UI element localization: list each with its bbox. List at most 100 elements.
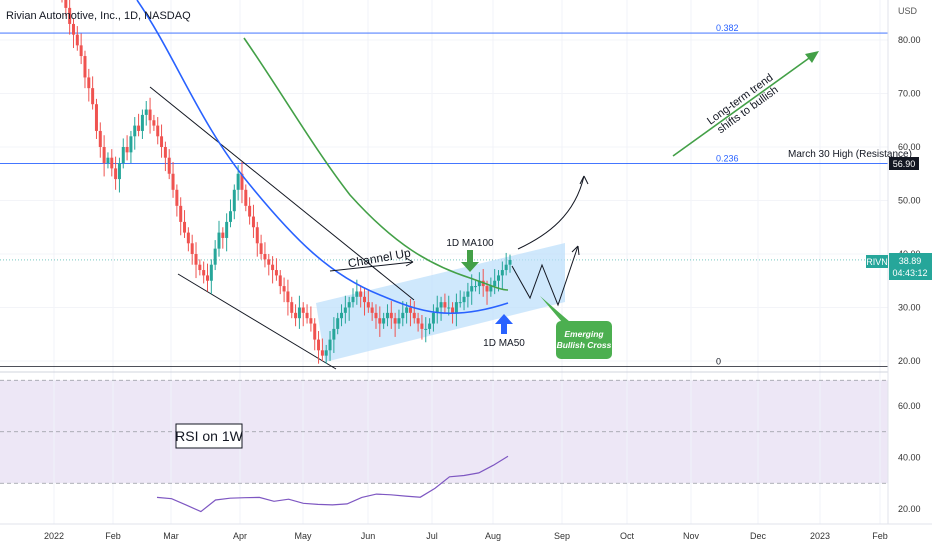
candle-body bbox=[362, 296, 366, 303]
x-tick-label: Dec bbox=[750, 531, 767, 541]
candle-body bbox=[447, 307, 451, 309]
candle-body bbox=[466, 291, 470, 297]
candle-body bbox=[133, 125, 137, 137]
candle-body bbox=[274, 270, 278, 276]
candle-body bbox=[106, 157, 110, 164]
candle-body bbox=[175, 189, 179, 206]
ma50-arrow-icon bbox=[495, 314, 513, 334]
candle-body bbox=[228, 211, 232, 222]
candle-body bbox=[87, 77, 91, 89]
candle-body bbox=[397, 318, 401, 324]
resistance-annotation: March 30 High (Resistance) bbox=[788, 149, 912, 160]
candle-body bbox=[485, 286, 489, 292]
time-axis[interactable]: 2022 Feb Mar Apr May Jun Jul Aug Sep Oct Nov Dec 202… bbox=[44, 531, 888, 541]
currency-label: USD bbox=[898, 6, 918, 16]
ma50-annotation: 1D MA50 bbox=[483, 338, 525, 349]
long-term-trend-arrow bbox=[672, 55, 813, 157]
candle-body bbox=[75, 34, 79, 46]
candle-body bbox=[340, 312, 344, 319]
candle-body bbox=[301, 307, 305, 313]
candle-body bbox=[374, 312, 378, 319]
x-tick-label: Sep bbox=[554, 531, 570, 541]
candle-body bbox=[454, 302, 458, 313]
candle-body bbox=[305, 312, 309, 319]
resistance-price-label: 56.90 bbox=[893, 159, 916, 169]
candle-body bbox=[458, 302, 462, 304]
candle-body bbox=[420, 323, 424, 329]
candle-body bbox=[493, 280, 497, 287]
candle-body bbox=[217, 232, 221, 249]
ma100-line bbox=[243, 37, 509, 291]
candle-body bbox=[405, 307, 409, 313]
projection-zigzag-arrowhead bbox=[571, 245, 580, 256]
candle-body bbox=[474, 286, 478, 288]
candle-body bbox=[504, 264, 508, 271]
candle-body bbox=[156, 125, 160, 137]
candle-body bbox=[328, 339, 332, 351]
candle-body bbox=[497, 275, 501, 281]
chart-title: Rivian Automotive, Inc., 1D, NASDAQ bbox=[6, 10, 191, 22]
candle-body bbox=[489, 286, 493, 292]
rsi-line bbox=[156, 455, 509, 513]
cross-callout-box bbox=[556, 321, 612, 359]
candle-body bbox=[140, 114, 144, 131]
candle-body bbox=[500, 270, 504, 276]
y-tick-label: 20.00 bbox=[898, 356, 921, 366]
candle-body bbox=[435, 307, 439, 313]
candle-body bbox=[290, 302, 294, 313]
candle-body bbox=[232, 189, 236, 212]
x-tick-label: Mar bbox=[163, 531, 179, 541]
candle-body bbox=[278, 275, 282, 287]
candle-body bbox=[248, 205, 252, 217]
x-tick-label: May bbox=[294, 531, 312, 541]
rsi-y-tick-label: 40.00 bbox=[898, 453, 921, 463]
candle-body bbox=[71, 23, 75, 35]
cross-callout-pointer bbox=[540, 296, 570, 322]
candle-body bbox=[225, 221, 229, 238]
candle-body bbox=[83, 56, 87, 78]
candle-body bbox=[324, 350, 328, 356]
projection-paths bbox=[329, 175, 589, 307]
candle-body bbox=[125, 147, 129, 153]
y-tick-label: 70.00 bbox=[898, 89, 921, 99]
candle-body bbox=[209, 264, 213, 281]
candle-body bbox=[68, 7, 72, 24]
candle-body bbox=[282, 286, 286, 292]
rsi-pane bbox=[0, 379, 888, 513]
candle-body bbox=[117, 163, 121, 180]
candle-body bbox=[244, 189, 248, 206]
cross-callout-line-2: Bullish Cross bbox=[557, 340, 612, 350]
candle-body bbox=[198, 264, 202, 271]
candle-body bbox=[320, 350, 324, 356]
candle-body bbox=[355, 291, 359, 297]
candle-body bbox=[183, 221, 187, 233]
candle-body bbox=[370, 307, 374, 313]
candle-body bbox=[401, 312, 405, 319]
candle-body bbox=[91, 88, 95, 105]
candle-body bbox=[206, 275, 210, 281]
candle-body bbox=[110, 157, 114, 169]
candle-body bbox=[251, 216, 255, 228]
candle-body bbox=[236, 173, 240, 190]
projection-curve bbox=[517, 175, 585, 250]
candle-body bbox=[424, 328, 428, 330]
x-tick-label: Aug bbox=[485, 531, 501, 541]
candle-body bbox=[451, 307, 455, 313]
candle-body bbox=[64, 0, 68, 8]
candlesticks bbox=[61, 0, 512, 364]
channel-label-arrow bbox=[329, 261, 414, 272]
candle-body bbox=[443, 302, 447, 308]
candle-body bbox=[171, 173, 175, 190]
symbol-tag bbox=[866, 255, 888, 268]
last-price-label: 38.89 bbox=[899, 256, 922, 266]
candle-body bbox=[332, 328, 336, 340]
candle-body bbox=[343, 307, 347, 313]
moving-averages bbox=[136, 0, 509, 315]
candle-body bbox=[297, 307, 301, 319]
x-tick-label: Jul bbox=[426, 531, 438, 541]
candle-body bbox=[317, 339, 321, 351]
y-tick-label: 60.00 bbox=[898, 142, 921, 152]
ma100-arrow-icon bbox=[461, 250, 479, 272]
candle-body bbox=[382, 318, 386, 324]
